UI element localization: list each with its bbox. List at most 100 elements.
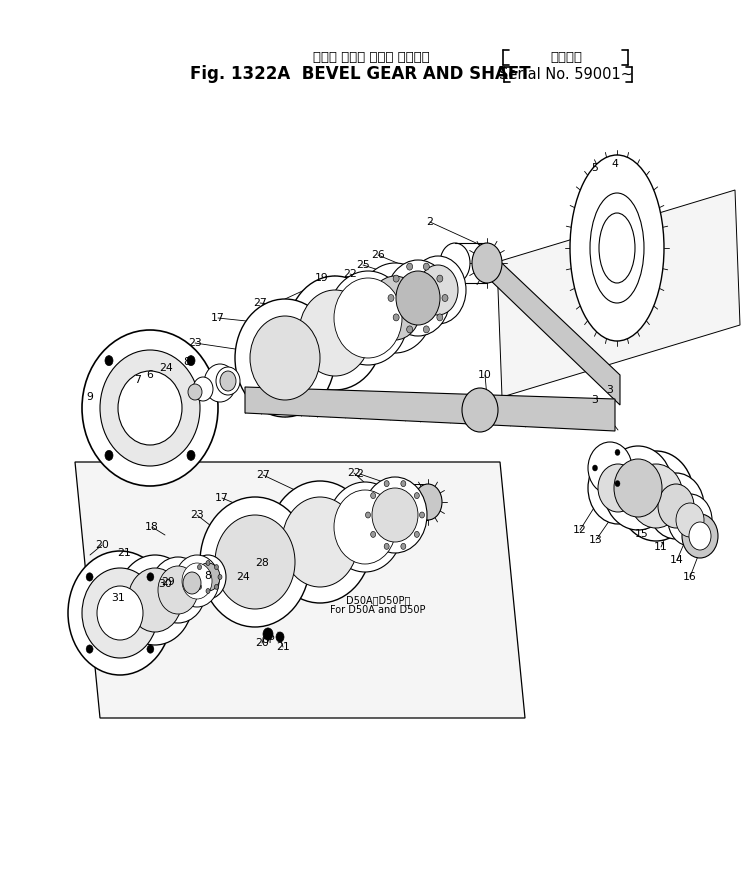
Text: 10: 10 bbox=[478, 370, 492, 380]
Polygon shape bbox=[497, 190, 740, 397]
Ellipse shape bbox=[117, 555, 193, 645]
Ellipse shape bbox=[82, 330, 218, 486]
Text: 8: 8 bbox=[204, 571, 212, 581]
Ellipse shape bbox=[198, 564, 201, 570]
Text: 25: 25 bbox=[356, 260, 370, 270]
Ellipse shape bbox=[437, 314, 443, 321]
Ellipse shape bbox=[299, 290, 371, 376]
Ellipse shape bbox=[268, 481, 372, 603]
Ellipse shape bbox=[86, 645, 93, 653]
Text: For D50A and D50P: For D50A and D50P bbox=[330, 605, 426, 615]
Ellipse shape bbox=[371, 493, 376, 498]
Ellipse shape bbox=[386, 484, 414, 520]
Ellipse shape bbox=[384, 481, 389, 487]
Ellipse shape bbox=[363, 477, 427, 553]
Ellipse shape bbox=[615, 449, 620, 456]
Ellipse shape bbox=[369, 276, 421, 340]
Ellipse shape bbox=[393, 275, 399, 282]
Text: 14: 14 bbox=[670, 555, 684, 565]
Text: 27: 27 bbox=[256, 470, 270, 480]
Text: 24: 24 bbox=[236, 572, 250, 582]
Ellipse shape bbox=[194, 575, 198, 579]
Text: 21: 21 bbox=[276, 642, 290, 652]
Ellipse shape bbox=[97, 586, 143, 640]
Ellipse shape bbox=[215, 584, 218, 590]
Ellipse shape bbox=[415, 493, 419, 498]
Text: 29: 29 bbox=[161, 577, 175, 587]
Ellipse shape bbox=[215, 515, 295, 609]
Text: 23: 23 bbox=[188, 338, 202, 348]
Ellipse shape bbox=[682, 514, 718, 558]
Text: 4: 4 bbox=[611, 159, 618, 169]
Ellipse shape bbox=[462, 388, 498, 432]
Ellipse shape bbox=[410, 256, 466, 324]
Ellipse shape bbox=[263, 628, 273, 640]
Ellipse shape bbox=[327, 482, 403, 572]
Text: 26: 26 bbox=[371, 250, 385, 260]
Ellipse shape bbox=[400, 481, 406, 487]
Text: Fig. 1322A  BEVEL GEAR AND SHAFT: Fig. 1322A BEVEL GEAR AND SHAFT bbox=[189, 65, 531, 83]
Ellipse shape bbox=[187, 450, 195, 461]
Ellipse shape bbox=[472, 243, 502, 283]
Ellipse shape bbox=[648, 473, 704, 539]
Ellipse shape bbox=[415, 531, 419, 537]
Ellipse shape bbox=[615, 481, 620, 487]
Ellipse shape bbox=[618, 451, 694, 541]
Text: 17: 17 bbox=[211, 313, 225, 323]
Ellipse shape bbox=[175, 555, 219, 607]
Text: 20: 20 bbox=[255, 638, 269, 648]
Text: D50A・D50P用: D50A・D50P用 bbox=[345, 595, 410, 605]
Ellipse shape bbox=[406, 326, 412, 333]
Polygon shape bbox=[487, 249, 620, 405]
Ellipse shape bbox=[198, 584, 201, 590]
Text: 30: 30 bbox=[158, 579, 172, 589]
Ellipse shape bbox=[676, 503, 704, 537]
Ellipse shape bbox=[689, 522, 711, 550]
Ellipse shape bbox=[206, 561, 210, 565]
Ellipse shape bbox=[588, 452, 648, 524]
Ellipse shape bbox=[420, 512, 424, 518]
Ellipse shape bbox=[193, 377, 213, 401]
Ellipse shape bbox=[147, 573, 154, 581]
Ellipse shape bbox=[86, 573, 93, 581]
Text: 13: 13 bbox=[589, 535, 603, 545]
Ellipse shape bbox=[334, 490, 396, 564]
Text: 3: 3 bbox=[591, 395, 598, 405]
Ellipse shape bbox=[182, 563, 212, 599]
Ellipse shape bbox=[206, 589, 210, 593]
Ellipse shape bbox=[400, 544, 406, 550]
Ellipse shape bbox=[357, 263, 433, 353]
Text: OP: OP bbox=[262, 635, 275, 645]
Ellipse shape bbox=[147, 645, 154, 653]
Text: 19: 19 bbox=[315, 273, 329, 283]
Text: 16: 16 bbox=[683, 572, 697, 582]
Text: 11: 11 bbox=[654, 542, 668, 552]
Text: 6: 6 bbox=[146, 370, 154, 380]
Polygon shape bbox=[75, 462, 525, 718]
Text: Serial No. 59001∼: Serial No. 59001∼ bbox=[499, 66, 633, 82]
Ellipse shape bbox=[614, 459, 662, 517]
Ellipse shape bbox=[590, 193, 644, 303]
Ellipse shape bbox=[372, 488, 418, 542]
Ellipse shape bbox=[105, 450, 113, 461]
Text: 15: 15 bbox=[635, 529, 649, 539]
Ellipse shape bbox=[158, 566, 198, 614]
Ellipse shape bbox=[386, 260, 450, 336]
Text: 31: 31 bbox=[111, 593, 125, 603]
Ellipse shape bbox=[150, 557, 206, 623]
Ellipse shape bbox=[82, 568, 158, 658]
Ellipse shape bbox=[334, 278, 402, 358]
Ellipse shape bbox=[424, 263, 429, 270]
Ellipse shape bbox=[599, 213, 635, 283]
Ellipse shape bbox=[424, 326, 429, 333]
Ellipse shape bbox=[100, 350, 200, 466]
Ellipse shape bbox=[371, 531, 376, 537]
Text: 3: 3 bbox=[606, 385, 614, 395]
Ellipse shape bbox=[196, 563, 220, 591]
Text: 7: 7 bbox=[134, 375, 141, 385]
Ellipse shape bbox=[235, 299, 335, 417]
Text: 22: 22 bbox=[343, 269, 357, 279]
Text: 24: 24 bbox=[159, 363, 173, 373]
Ellipse shape bbox=[366, 512, 371, 518]
Ellipse shape bbox=[396, 271, 440, 325]
